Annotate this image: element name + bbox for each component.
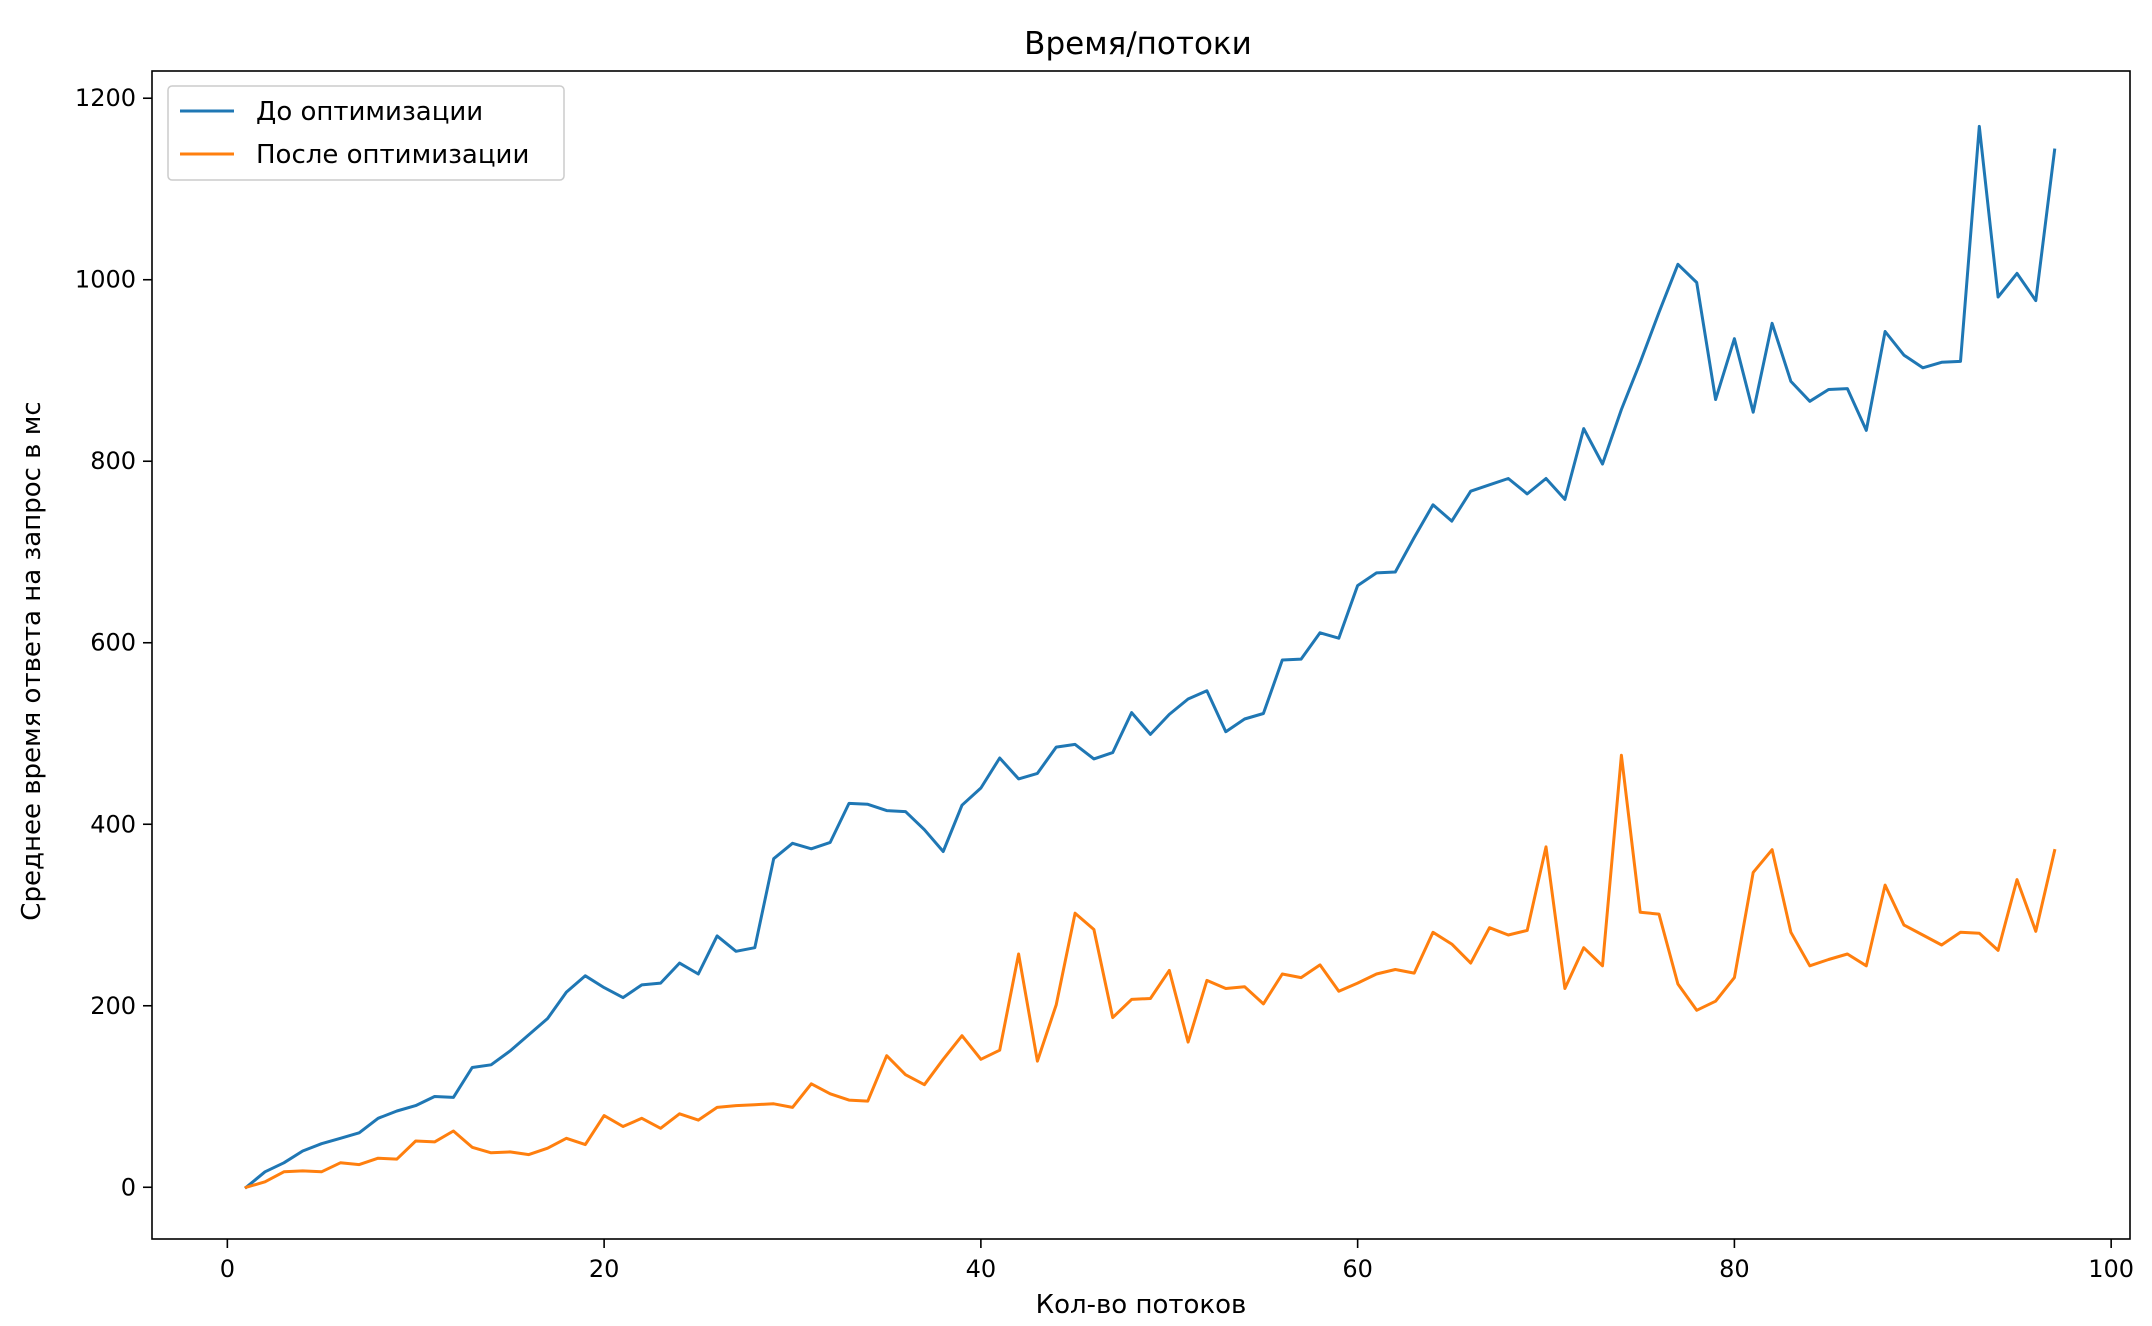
y-axis-label: Среднее время ответа на запрос в мс [17,401,47,920]
series-lines [244,124,2057,1190]
x-tick-label: 100 [2088,1255,2134,1283]
legend-box [167,85,565,181]
y-tick-label: 1200 [75,84,136,112]
y-tick-label: 200 [90,992,136,1020]
y-tick-label: 400 [90,810,136,838]
legend-label-before: До оптимизации [256,97,483,127]
legend-label-after: После оптимизации [256,140,529,170]
x-tick-label: 40 [966,1255,997,1283]
y-axis: 0 200 400 600 800 1000 1200 [75,84,152,1201]
x-axis-label: Кол-во потоков [1036,1290,1247,1320]
chart-title: Время/потоки [1024,26,1252,62]
y-tick-label: 1000 [75,266,136,294]
x-axis: 0 20 40 60 80 100 [220,1239,2134,1283]
y-tick-label: 0 [121,1173,136,1201]
plot-area-frame [151,70,2131,1240]
series-line-before [244,124,2057,1190]
series-line-after [244,753,2057,1190]
legend: До оптимизации После оптимизации [167,85,565,181]
y-tick-label: 800 [90,447,136,475]
x-tick-label: 0 [220,1255,235,1283]
x-tick-label: 80 [1719,1255,1750,1283]
y-tick-label: 600 [90,629,136,657]
x-tick-label: 20 [589,1255,620,1283]
x-tick-label: 60 [1342,1255,1373,1283]
